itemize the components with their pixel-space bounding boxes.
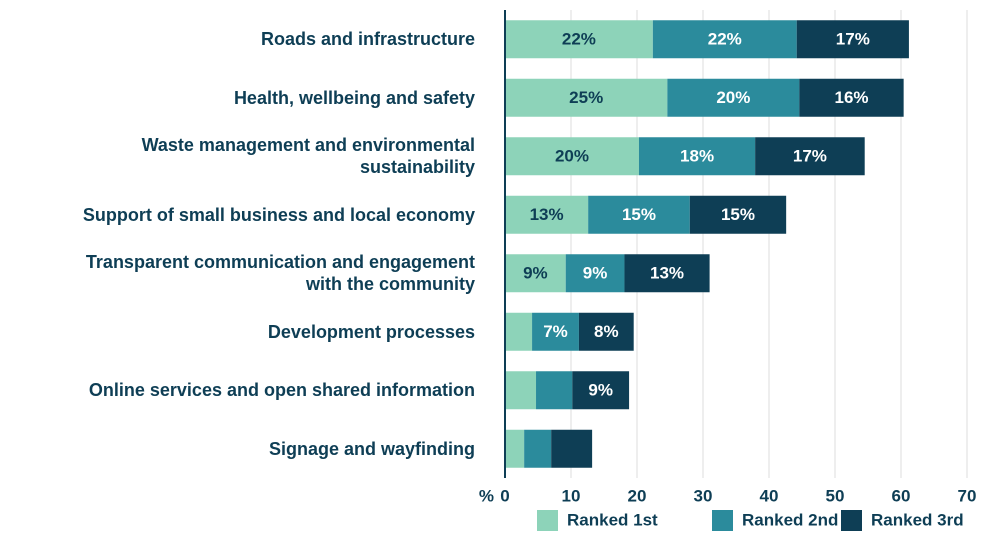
bar-segment — [505, 312, 533, 351]
bar-segment — [505, 195, 589, 234]
bar-segment — [551, 429, 593, 468]
x-tick-label: 30 — [694, 486, 713, 505]
y-tick-label: Health, wellbeing and safety — [233, 87, 475, 108]
y-tick-label: Development processes — [267, 321, 475, 342]
bar-segment — [524, 429, 552, 468]
data-label: 17% — [836, 30, 870, 49]
y-tick-label: Transparent communication and engagement… — [85, 252, 475, 295]
data-label: 17% — [793, 147, 827, 166]
data-label: 13% — [530, 205, 564, 224]
x-tick-label: 70 — [958, 486, 977, 505]
x-tick-label: 50 — [826, 486, 845, 505]
bar-segment — [505, 20, 653, 59]
data-label: 13% — [650, 264, 684, 283]
bar-segment — [505, 137, 639, 176]
bar-segment — [572, 371, 630, 410]
y-tick-label: Support of small business and local econ… — [82, 204, 475, 225]
x-tick-label: 40 — [760, 486, 779, 505]
bar-segment — [624, 254, 710, 293]
bar-segment — [565, 254, 625, 293]
y-tick-label: Signage and wayfinding — [268, 438, 475, 459]
bar-segment — [799, 78, 904, 117]
data-label: 20% — [555, 147, 589, 166]
legend-label: Ranked 3rd — [871, 510, 964, 529]
legend-label: Ranked 2nd — [742, 510, 838, 529]
bar-segment — [505, 371, 537, 410]
bar-segment — [689, 195, 787, 234]
data-label: 22% — [708, 30, 742, 49]
data-label: 8% — [594, 322, 619, 341]
x-axis-label: % — [479, 486, 494, 505]
bar-segment — [755, 137, 865, 176]
bar-segment — [588, 195, 690, 234]
data-label: 16% — [834, 88, 868, 107]
bar-segment — [638, 137, 756, 176]
bar-segment — [505, 254, 566, 293]
legend-swatch — [537, 510, 558, 531]
y-tick-label: Waste management and environmental susta… — [141, 135, 475, 178]
data-label: 15% — [721, 205, 755, 224]
bar-segment — [536, 371, 573, 410]
x-tick-label: 0 — [500, 486, 509, 505]
bar-segment — [796, 20, 909, 59]
data-label: 15% — [622, 205, 656, 224]
legend-label: Ranked 1st — [567, 510, 658, 529]
bar-segment — [652, 20, 797, 59]
bar-segment — [578, 312, 634, 351]
data-label: 9% — [523, 264, 548, 283]
bar-segment — [667, 78, 800, 117]
x-tick-label: 10 — [562, 486, 581, 505]
x-tick-label: 60 — [892, 486, 911, 505]
y-tick-label: Roads and infrastructure — [260, 29, 475, 50]
legend-swatch — [841, 510, 862, 531]
bar-segment — [505, 429, 525, 468]
data-label: 18% — [680, 147, 714, 166]
data-label: 20% — [716, 88, 750, 107]
data-label: 22% — [562, 30, 596, 49]
data-label: 9% — [588, 381, 613, 400]
bar-segment — [505, 78, 668, 117]
legend-swatch — [712, 510, 733, 531]
x-tick-label: 20 — [628, 486, 647, 505]
data-label: 25% — [569, 88, 603, 107]
bar-segment — [532, 312, 579, 351]
data-label: 7% — [543, 322, 568, 341]
data-label: 9% — [583, 264, 608, 283]
y-tick-label: Online services and open shared informat… — [88, 380, 475, 401]
